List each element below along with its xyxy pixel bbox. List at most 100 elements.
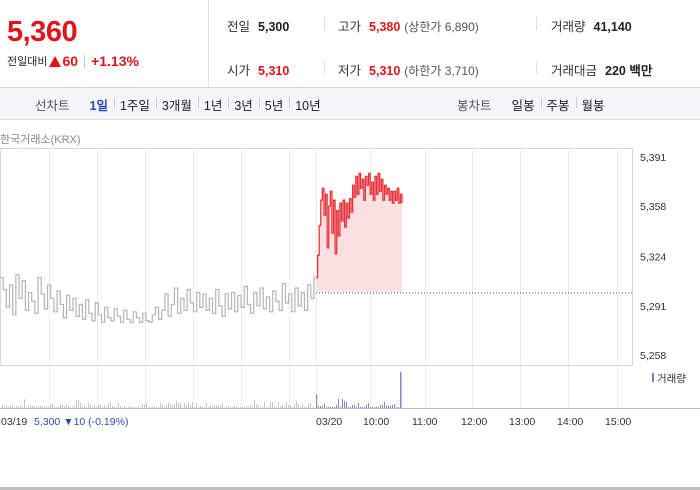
stat-label: 시가 [227,64,251,78]
tab-3m[interactable]: 3개월 [155,95,198,114]
volume-bar-today [382,405,383,408]
volume-bar-prev-day [102,407,103,408]
volume-bar-prev-day [60,404,61,408]
volume-bar-today [334,407,335,408]
volume-bar-prev-day [8,407,9,408]
volume-bar-prev-day [152,407,153,408]
volume-bar-prev-day [70,407,71,408]
volume-bar-today [328,407,329,408]
stat-open: 시가 5,310 [227,60,289,79]
change-row: 전일대비 60 +1.13% [7,53,139,69]
stat-high: 고가 5,380 (상한가 6,890) [338,16,479,35]
volume-bar-prev-day [166,405,167,408]
volume-bar-prev-day [138,406,139,408]
volume-bar-prev-day [116,407,117,408]
volume-bar-prev-day [268,407,269,408]
volume-bar-prev-day [188,402,189,408]
volume-bar-prev-day [2,405,3,408]
tab-1w[interactable]: 1주일 [113,95,156,114]
stat-label: 고가 [338,20,362,34]
volume-bar-prev-day [136,407,137,408]
volume-bar-prev-day [290,405,291,408]
volume-bar-prev-day [242,407,243,408]
volume-bar-prev-day [72,407,73,408]
volume-bar-prev-day [280,406,281,408]
volume-bar-prev-day [240,407,241,408]
volume-bar-prev-day [38,406,39,408]
volume-bar-prev-day [30,405,31,408]
change-rate: +1.13% [91,53,139,69]
tab-10y[interactable]: 10년 [289,95,326,114]
tab-monthly[interactable]: 월봉 [575,95,611,114]
y-tick-label: 5,358 [640,201,666,213]
volume-bar-prev-day [162,405,163,408]
volume-bar-prev-day [312,407,313,408]
volume-bar-prev-day [282,405,283,408]
change-label: 전일대비 [7,56,48,68]
time-tick-label: 13:00 [509,416,535,428]
volume-bar-prev-day [194,407,195,408]
tab-5y[interactable]: 5년 [258,95,289,114]
volume-bar-prev-day [180,403,181,408]
volume-bar-prev-day [308,404,309,408]
volume-bar-today [330,407,331,408]
volume-bar-prev-day [216,405,217,408]
volume-bar-prev-day [220,406,221,408]
volume-bar-prev-day [36,407,37,408]
volume-bar-prev-day [178,403,179,408]
volume-bar-prev-day [164,407,165,408]
volume-bar-prev-day [64,406,65,408]
y-tick-label: 5,258 [640,350,666,362]
volume-bar-prev-day [14,407,15,408]
volume-bar-prev-day [110,402,111,408]
volume-bar-prev-day [202,407,203,408]
volume-bar-prev-day [236,407,237,408]
volume-bar-prev-day [270,402,271,408]
volume-bar-prev-day [294,404,295,408]
volume-bar-today [368,403,369,408]
volume-bar-prev-day [50,405,51,408]
volume-bar-prev-day [168,402,169,408]
volume-bar-today [348,407,349,408]
volume-bar-prev-day [130,407,131,408]
volume-bar-prev-day [140,407,141,408]
volume-bar-today [344,401,345,408]
divider [324,61,325,74]
volume-bar-prev-day [310,403,311,408]
time-tick-label: 11:00 [412,416,438,428]
volume-bar-prev-day [32,406,33,408]
volume-bar-prev-day [170,404,171,408]
volume-bar-today [394,404,395,408]
volume-bar-prev-day [84,406,85,408]
volume-bar-today [374,407,375,408]
volume-bar-prev-day [104,405,105,408]
stat-value: 41,140 [593,20,632,34]
stat-volume: 거래량 41,140 [551,16,632,35]
tab-1y[interactable]: 1년 [197,95,228,114]
volume-bar-prev-day [112,406,113,408]
time-tick-label: 14:00 [557,416,583,428]
prev-day-info: 5,300 ▼10 (-0.19%) [34,416,128,428]
volume-bar-prev-day [124,406,125,408]
change-value: 60 [62,53,79,69]
tab-1d[interactable]: 1일 [89,98,108,113]
period-tab-bar: 선차트 1일 1주일 3개월 1년 3년 5년 10년 봉차트 일봉 주봉 월봉 [0,88,700,120]
current-price-block: 5,360 전일대비 60 +1.13% [0,0,209,88]
volume-bar-today [388,406,389,408]
volume-bar-prev-day [288,405,289,408]
volume-bar-today [324,404,325,408]
volume-bar-prev-day [266,407,267,408]
volume-bar-prev-day [74,406,75,408]
volume-bar-prev-day [292,407,293,408]
tab-3y[interactable]: 3년 [228,95,258,114]
volume-bar-today [370,407,371,408]
volume-bar-prev-day [6,405,7,408]
volume-bar-prev-day [114,407,115,408]
stat-amount: 거래대금 220 백만 [551,60,652,79]
tab-daily[interactable]: 일봉 [511,98,535,113]
tab-weekly[interactable]: 주봉 [540,95,576,114]
volume-bar-prev-day [226,406,227,408]
volume-bar-prev-day [230,407,231,408]
divider [536,61,537,74]
volume-bar-prev-day [190,405,191,408]
